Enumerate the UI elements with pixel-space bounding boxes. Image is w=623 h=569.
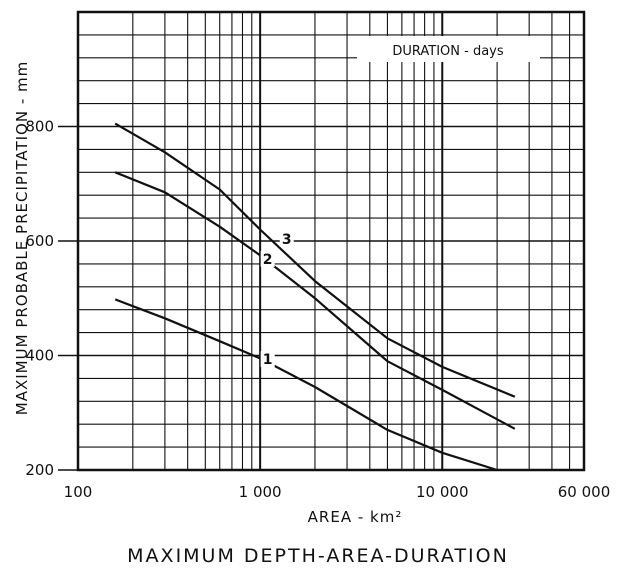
curve-2-label: 2 (263, 252, 273, 268)
x-axis-title: AREA - km² (308, 508, 403, 526)
y-tick-label: 600 (25, 232, 54, 250)
y-tick-label: 200 (25, 461, 54, 479)
curve-3-label-bg (279, 230, 294, 247)
x-tick-label: 10 000 (416, 483, 469, 501)
curve-2-line (114, 171, 516, 430)
x-tick-label: 100 (64, 483, 93, 501)
chart-caption: MAXIMUM DEPTH-AREA-DURATION (127, 545, 509, 567)
curve-3-line (114, 122, 516, 398)
curve-1-line (114, 298, 498, 472)
legend-title: DURATION - days (392, 44, 504, 59)
y-tick-label: 800 (25, 118, 54, 136)
curve-3-label: 3 (282, 232, 292, 248)
x-tick-label: 1 000 (239, 483, 282, 501)
y-tick-label: 400 (25, 347, 54, 365)
y-axis-title: MAXIMUM PROBABLE PRECIPITATION - mm (13, 61, 31, 415)
curve-1-label: 1 (263, 352, 273, 368)
curve-2-label-bg (260, 250, 275, 267)
x-tick-label: 60 000 (558, 483, 611, 501)
legend-box (357, 36, 540, 62)
curve-1-label-bg (260, 351, 275, 368)
tick-labels: 200 400 600 800 100 1 000 10 000 60 000 (25, 118, 610, 502)
curves-group: 1 23 (114, 122, 516, 472)
chart-grid (77, 12, 585, 470)
